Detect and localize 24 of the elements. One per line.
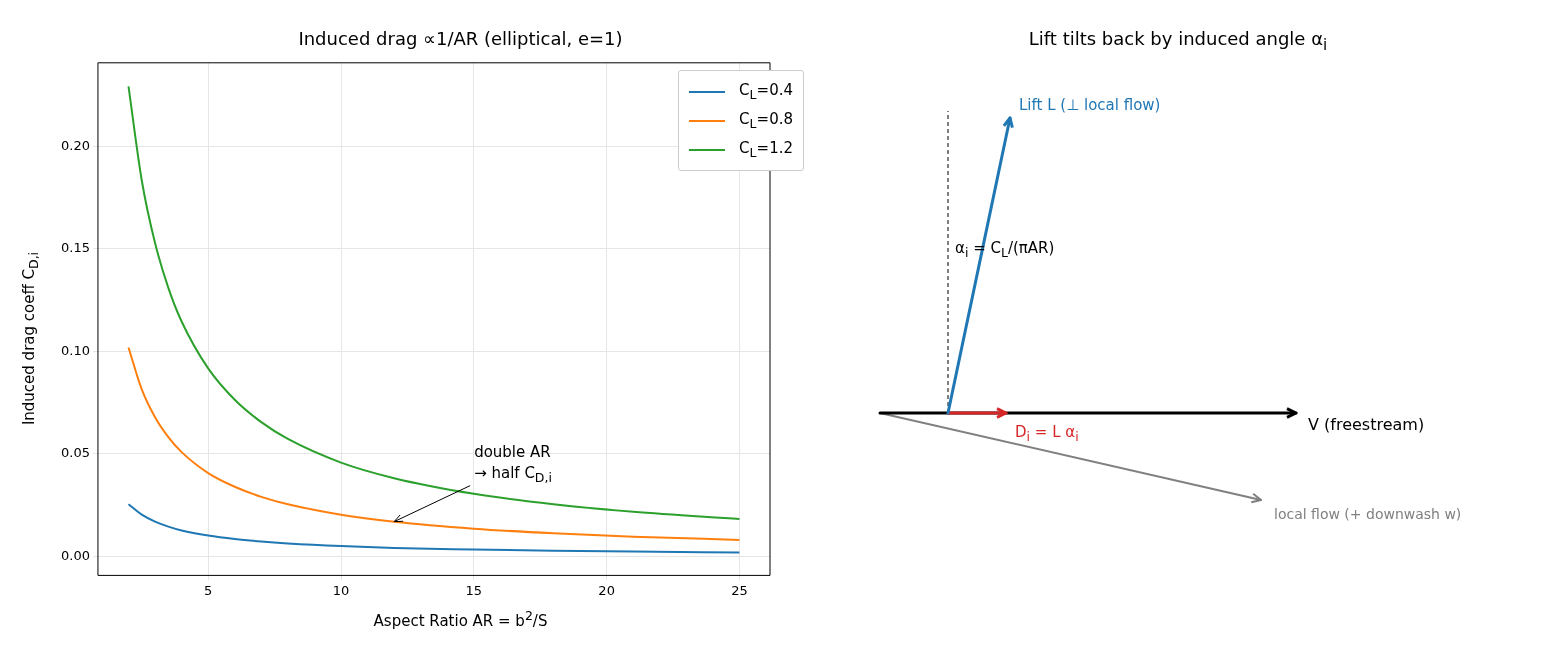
- x-tick-label: 5: [204, 582, 213, 598]
- chart-title: Induced drag ∝1/AR (elliptical, e=1): [297, 28, 624, 49]
- x-tick-label: 20: [598, 582, 615, 598]
- y-tick-label: 0.00: [60, 547, 90, 563]
- text: Lift L (⊥ local flow): [1019, 96, 1161, 114]
- text: Lift tilts back by induced angle α$_{i}$: [1027, 28, 1329, 54]
- y-tick-label: 0.20: [60, 137, 90, 153]
- text: local flow (+ downwash w): [1274, 506, 1462, 522]
- x-tick-label: 25: [731, 582, 748, 598]
- line-series: [127, 346, 741, 541]
- x-tick-label: 10: [332, 582, 350, 598]
- line-series: [127, 85, 741, 520]
- text: V (freestream): [1308, 415, 1425, 434]
- y-tick-label: 0.05: [60, 445, 90, 461]
- legend-label: C$_{L}$=1.2: [739, 139, 793, 160]
- text: D$_{i}$ = L α$_{i}$: [1015, 423, 1079, 444]
- y-tick-label: 0.15: [60, 240, 90, 256]
- legend-label: C$_{L}$=0.8: [739, 110, 793, 131]
- x-axis-title: Aspect Ratio AR = b$^{2}$/S: [372, 608, 549, 630]
- x-tick-label: 15: [465, 582, 483, 598]
- legend-label: C$_{L}$=0.4: [739, 81, 793, 102]
- annotation: double AR → half C$_{D,i}$: [474, 441, 552, 487]
- line-series: [127, 503, 741, 554]
- y-tick-label: 0.10: [60, 342, 90, 358]
